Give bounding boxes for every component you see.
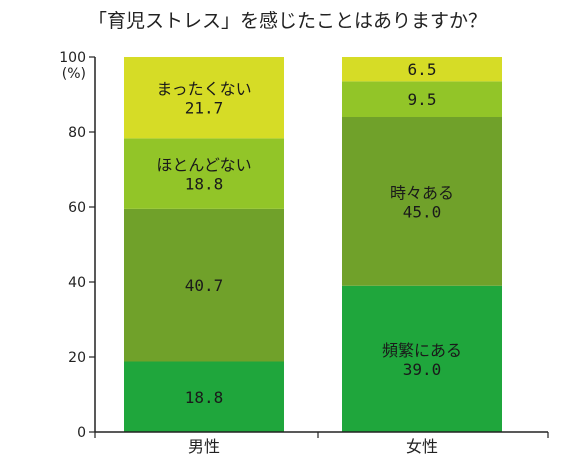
y-tick-label-100: 100	[59, 50, 86, 66]
segment-value-0-1: 40.7	[185, 276, 224, 295]
segment-label-0-3: まったくない	[156, 80, 251, 99]
bar-segment-1-3	[342, 57, 502, 82]
y-tick-label-0: 0	[77, 425, 86, 441]
category-label-1: 女性	[406, 437, 438, 456]
bar-segment-0-0	[124, 361, 284, 432]
y-tick-label-80: 80	[68, 125, 86, 141]
segment-label-0-2: ほとんどない	[156, 156, 251, 175]
y-axis-unit: (%)	[62, 66, 86, 82]
segment-value-1-2: 9.5	[408, 90, 437, 109]
bar-segment-1-2	[342, 81, 502, 117]
y-tick-label-20: 20	[68, 350, 86, 366]
category-label-0: 男性	[188, 437, 220, 456]
segment-value-0-0: 18.8	[185, 388, 224, 407]
segment-label-1-0: 頻繁にある	[382, 341, 462, 360]
segment-value-1-0: 39.0	[403, 360, 442, 379]
y-tick-label-60: 60	[68, 200, 86, 216]
bar-segment-1-0	[342, 285, 502, 432]
y-tick-label-40: 40	[68, 275, 86, 291]
bar-segment-0-1	[124, 208, 284, 362]
segment-value-0-3: 21.7	[185, 99, 224, 118]
bar-segment-0-2	[124, 138, 284, 209]
bar-segment-0-3	[124, 57, 284, 139]
segment-label-1-1: 時々ある	[390, 183, 454, 202]
bar-segment-1-1	[342, 117, 502, 286]
segment-value-0-2: 18.8	[185, 175, 224, 194]
segment-value-1-1: 45.0	[403, 202, 442, 221]
chart-title: 「育児ストレス」を感じたことはありますか？	[87, 10, 487, 32]
segment-value-1-3: 6.5	[408, 60, 437, 79]
